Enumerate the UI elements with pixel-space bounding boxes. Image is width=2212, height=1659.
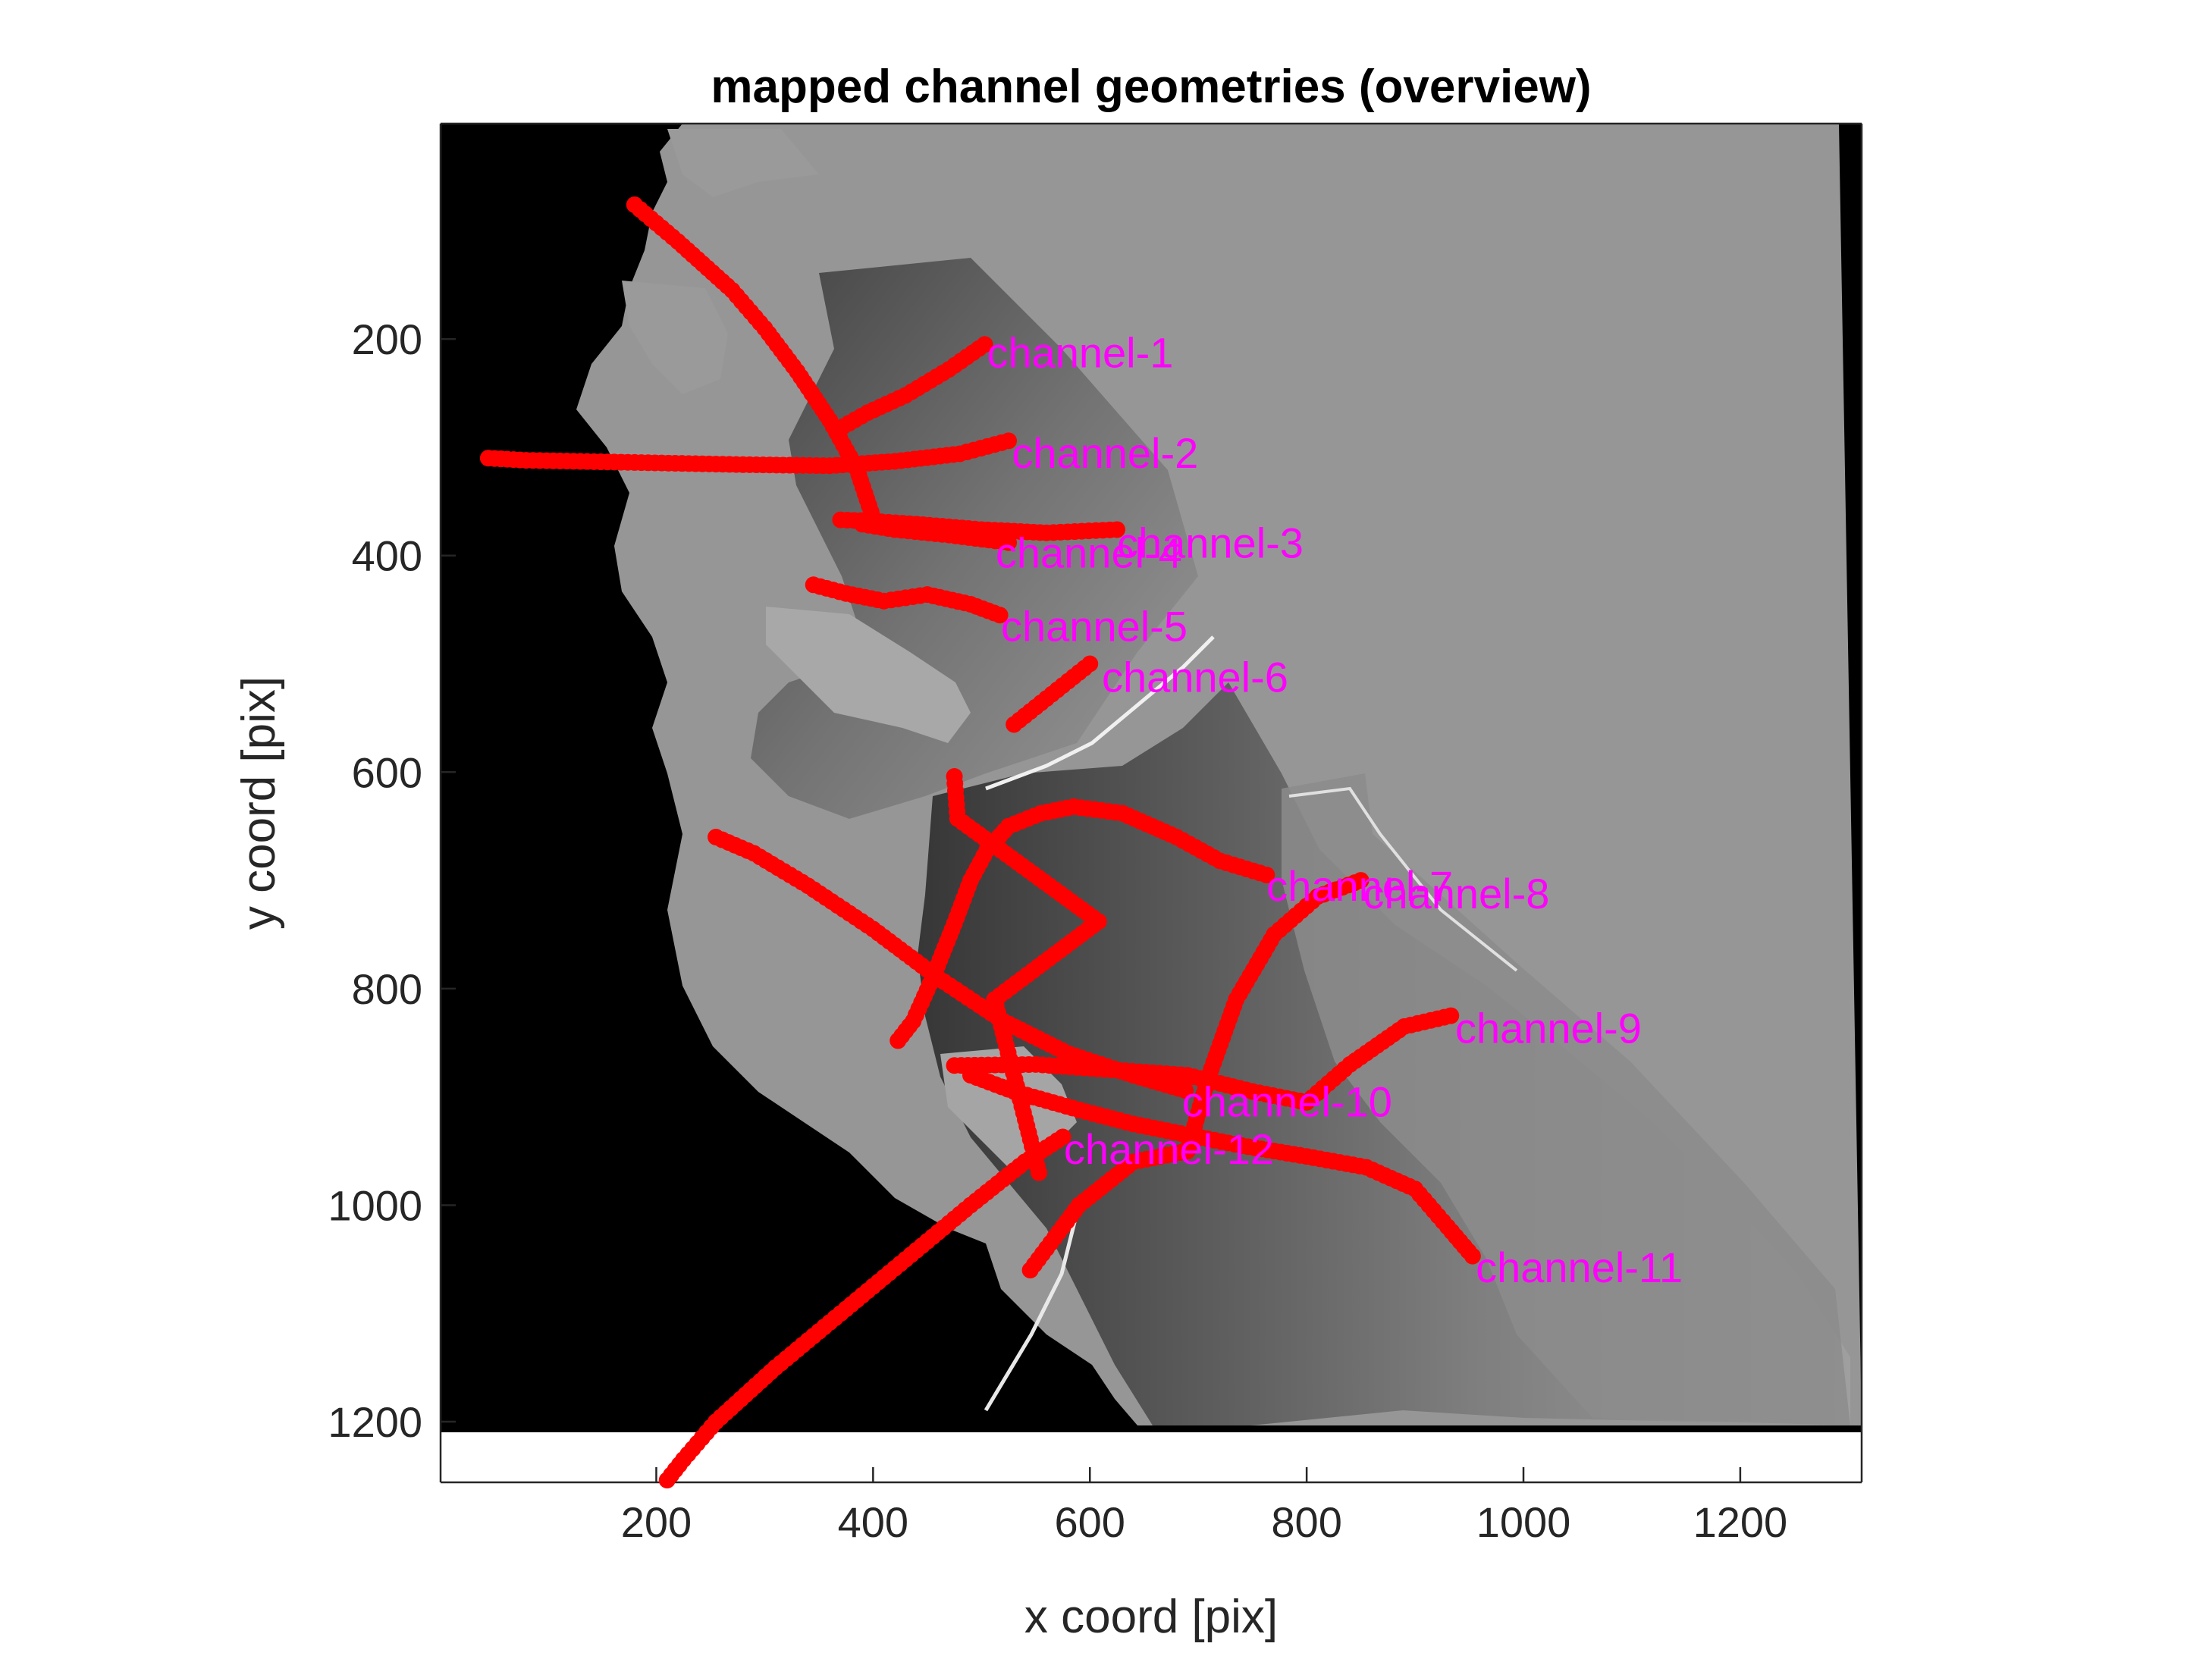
- x-tick-label: 1000: [1476, 1498, 1571, 1546]
- channel-point: [658, 1472, 676, 1489]
- y-tick-label: 800: [352, 965, 422, 1013]
- channel-series: [479, 196, 1481, 1489]
- channel-label: channel-3: [1117, 519, 1304, 567]
- y-axis-label: y coord [pix]: [233, 676, 285, 930]
- chart-title: mapped channel geometries (overview): [711, 61, 1591, 113]
- x-ticks: 200 400 600 800 1000 1200: [621, 1467, 1787, 1546]
- elevation-raster: [441, 124, 1862, 1482]
- y-tick-label: 600: [352, 748, 422, 796]
- channel-label: channel-2: [1012, 429, 1198, 477]
- channel-label: channel-1: [987, 328, 1173, 376]
- y-ticks: 200 400 600 800 1000 1200: [328, 315, 456, 1446]
- channel-point: [479, 450, 497, 467]
- y-tick-label: 1200: [328, 1398, 422, 1446]
- channel-label: channel-11: [1476, 1243, 1683, 1291]
- channel-label: channel-7: [1266, 862, 1453, 910]
- y-tick-label: 400: [352, 532, 422, 580]
- y-tick-label: 1000: [328, 1181, 422, 1229]
- channel-point: [1031, 1164, 1048, 1181]
- x-tick-label: 600: [1055, 1498, 1125, 1546]
- y-tick-label: 200: [352, 315, 422, 363]
- channel-label: channel-9: [1455, 1004, 1642, 1052]
- channel-point: [1006, 716, 1023, 733]
- x-tick-label: 800: [1271, 1498, 1341, 1546]
- channel-point: [864, 509, 882, 526]
- channel-label: channel-10: [1182, 1077, 1392, 1125]
- x-tick-label: 200: [621, 1498, 692, 1546]
- x-tick-label: 400: [838, 1498, 908, 1546]
- channel-point: [832, 511, 849, 528]
- channel-label: channel-12: [1064, 1125, 1274, 1173]
- x-axis-label: x coord [pix]: [1024, 1591, 1278, 1643]
- channel-point: [805, 576, 822, 594]
- channel-point: [708, 828, 725, 845]
- channel-point: [946, 1057, 963, 1074]
- channel-label: channel-5: [1001, 603, 1188, 651]
- axes: [439, 122, 1863, 1484]
- x-tick-label: 1200: [1693, 1498, 1788, 1546]
- channel-label: channel-4: [996, 528, 1182, 576]
- channel-point: [962, 1067, 979, 1084]
- channel-label: channel-8: [1363, 870, 1549, 917]
- channel-point: [1021, 1262, 1039, 1279]
- channel-label: channel-6: [1102, 654, 1288, 701]
- channel-point: [890, 1032, 907, 1049]
